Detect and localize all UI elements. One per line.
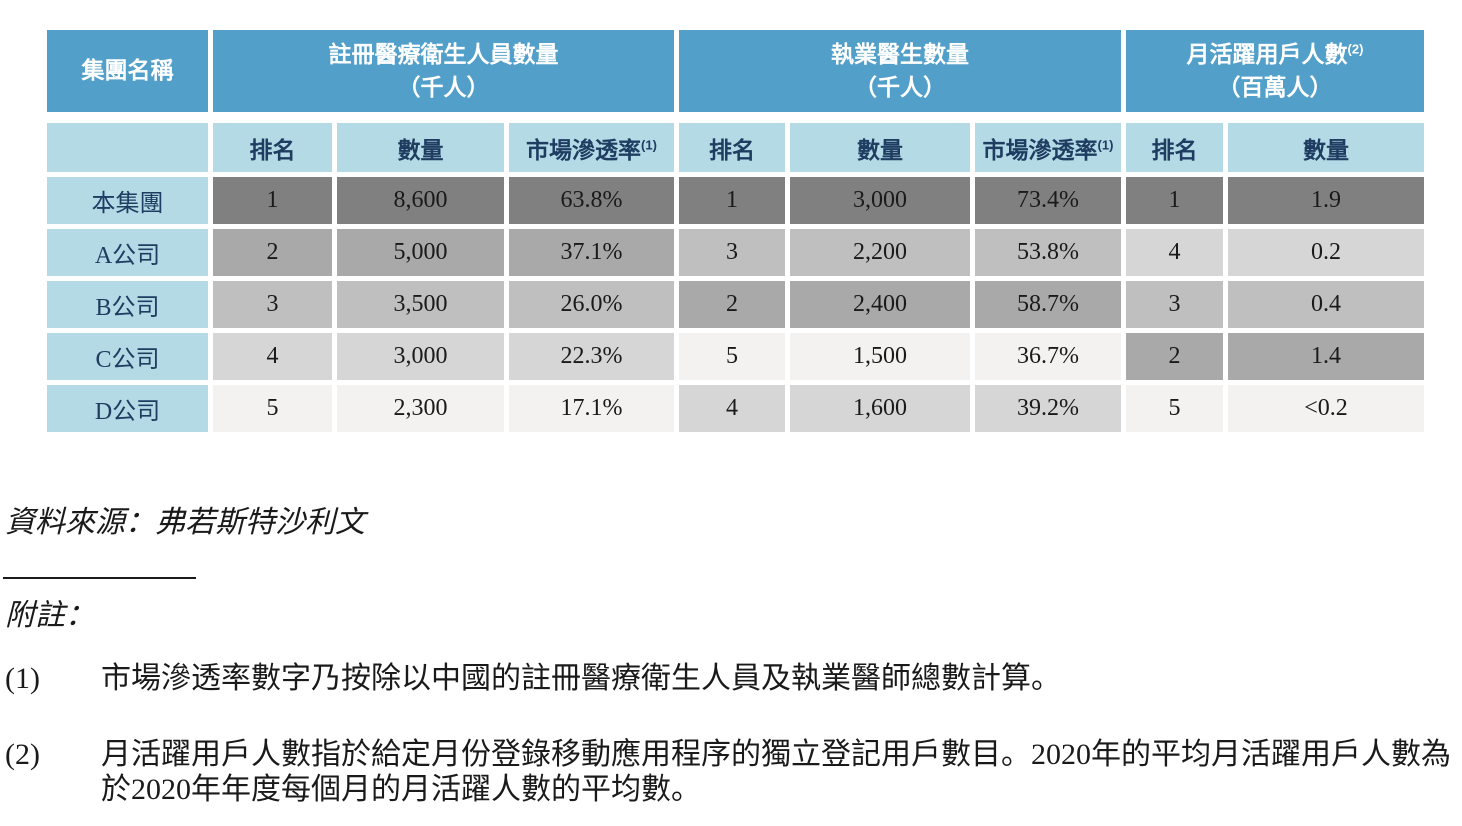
data-cell: 63.8% (509, 177, 674, 224)
data-cell: 3,500 (337, 281, 504, 328)
subheader-cell-group0-col2: 市場滲透率(1) (509, 123, 674, 172)
data-cell: 1 (679, 177, 785, 224)
table-row: B公司 3 3,500 26.0% 2 2,400 58.7% 3 0.4 (47, 281, 1424, 328)
data-cell: 73.4% (975, 177, 1121, 224)
data-cell: 4 (213, 333, 332, 380)
competitor-comparison-table: 集團名稱 註冊醫療衛生人員數量 （千人） 執業醫生數量 （千人） 月活躍用戶人數… (42, 25, 1429, 437)
corner-header-cell: 集團名稱 (47, 30, 208, 118)
data-cell: 17.1% (509, 385, 674, 432)
footnote-divider-rule (3, 577, 196, 579)
table-row: D公司 5 2,300 17.1% 4 1,600 39.2% 5 <0.2 (47, 385, 1424, 432)
data-cell: 0.4 (1228, 281, 1424, 328)
data-source-line: 資料來源：弗若斯特沙利文 (5, 506, 365, 539)
data-cell: 3 (679, 229, 785, 276)
footnote-2-text: 月活躍用戶人數指於給定月份登錄移動應用程序的獨立登記用戶數目。2020年的平均月… (101, 738, 1451, 806)
data-cell: 1.9 (1228, 177, 1424, 224)
data-cell: 2 (679, 281, 785, 328)
table-subheader-row: 排名 數量 市場滲透率(1) 排名 數量 市場滲透率(1) 排名 數量 (47, 123, 1424, 172)
row-label: C公司 (47, 333, 208, 380)
data-cell: 39.2% (975, 385, 1121, 432)
group-header-practicing-doctors: 執業醫生數量 （千人） (679, 30, 1121, 118)
table-group-header-row: 集團名稱 註冊醫療衛生人員數量 （千人） 執業醫生數量 （千人） 月活躍用戶人數… (47, 30, 1424, 118)
data-cell: 36.7% (975, 333, 1121, 380)
data-cell: 5,000 (337, 229, 504, 276)
subheader-empty-cell (47, 123, 208, 172)
row-label: D公司 (47, 385, 208, 432)
data-cell: 3 (1126, 281, 1223, 328)
data-cell: 5 (1126, 385, 1223, 432)
data-cell: 1 (213, 177, 332, 224)
subheader-cell-group0-col0: 排名 (213, 123, 332, 172)
data-cell: 3 (213, 281, 332, 328)
data-cell: 8,600 (337, 177, 504, 224)
table-row: A公司 2 5,000 37.1% 3 2,200 53.8% 4 0.2 (47, 229, 1424, 276)
data-cell: 53.8% (975, 229, 1121, 276)
footnote-1: (1) 市場滲透率數字乃按除以中國的註冊醫療衛生人員及執業醫師總數計算。 (5, 662, 1458, 697)
subheader-cell-group2-col1: 數量 (1228, 123, 1424, 172)
data-cell: 1,500 (790, 333, 970, 380)
data-cell: 22.3% (509, 333, 674, 380)
data-cell: 2,400 (790, 281, 970, 328)
table-row: C公司 4 3,000 22.3% 5 1,500 36.7% 2 1.4 (47, 333, 1424, 380)
subheader-cell-group1-col1: 數量 (790, 123, 970, 172)
notes-heading: 附註： (5, 599, 95, 632)
data-cell: 26.0% (509, 281, 674, 328)
data-cell: 1,600 (790, 385, 970, 432)
data-cell: 2,200 (790, 229, 970, 276)
table-row: 本集團 1 8,600 63.8% 1 3,000 73.4% 1 1.9 (47, 177, 1424, 224)
data-cell: 5 (679, 333, 785, 380)
data-cell: <0.2 (1228, 385, 1424, 432)
row-label: A公司 (47, 229, 208, 276)
data-cell: 0.2 (1228, 229, 1424, 276)
data-cell: 5 (213, 385, 332, 432)
footnote-2: (2) 月活躍用戶人數指於給定月份登錄移動應用程序的獨立登記用戶數目。2020年… (5, 738, 1458, 808)
data-cell: 4 (1126, 229, 1223, 276)
data-cell: 3,000 (337, 333, 504, 380)
footnote-1-text: 市場滲透率數字乃按除以中國的註冊醫療衛生人員及執業醫師總數計算。 (101, 662, 1061, 695)
data-cell: 58.7% (975, 281, 1121, 328)
subheader-cell-group2-col0: 排名 (1126, 123, 1223, 172)
group-header-monthly-active-users: 月活躍用戶人數(2) （百萬人） (1126, 30, 1424, 118)
footnote-2-marker: (2) (5, 738, 40, 771)
data-cell: 4 (679, 385, 785, 432)
data-cell: 2 (1126, 333, 1223, 380)
row-label: 本集團 (47, 177, 208, 224)
footnote-1-marker: (1) (5, 662, 40, 695)
row-label: B公司 (47, 281, 208, 328)
group-header-registered-medical-personnel: 註冊醫療衛生人員數量 （千人） (213, 30, 674, 118)
subheader-cell-group1-col2: 市場滲透率(1) (975, 123, 1121, 172)
data-cell: 37.1% (509, 229, 674, 276)
data-cell: 2 (213, 229, 332, 276)
subheader-cell-group0-col1: 數量 (337, 123, 504, 172)
subheader-cell-group1-col0: 排名 (679, 123, 785, 172)
data-cell: 1 (1126, 177, 1223, 224)
data-cell: 1.4 (1228, 333, 1424, 380)
corner-header-label: 集團名稱 (81, 57, 174, 84)
data-cell: 3,000 (790, 177, 970, 224)
data-cell: 2,300 (337, 385, 504, 432)
